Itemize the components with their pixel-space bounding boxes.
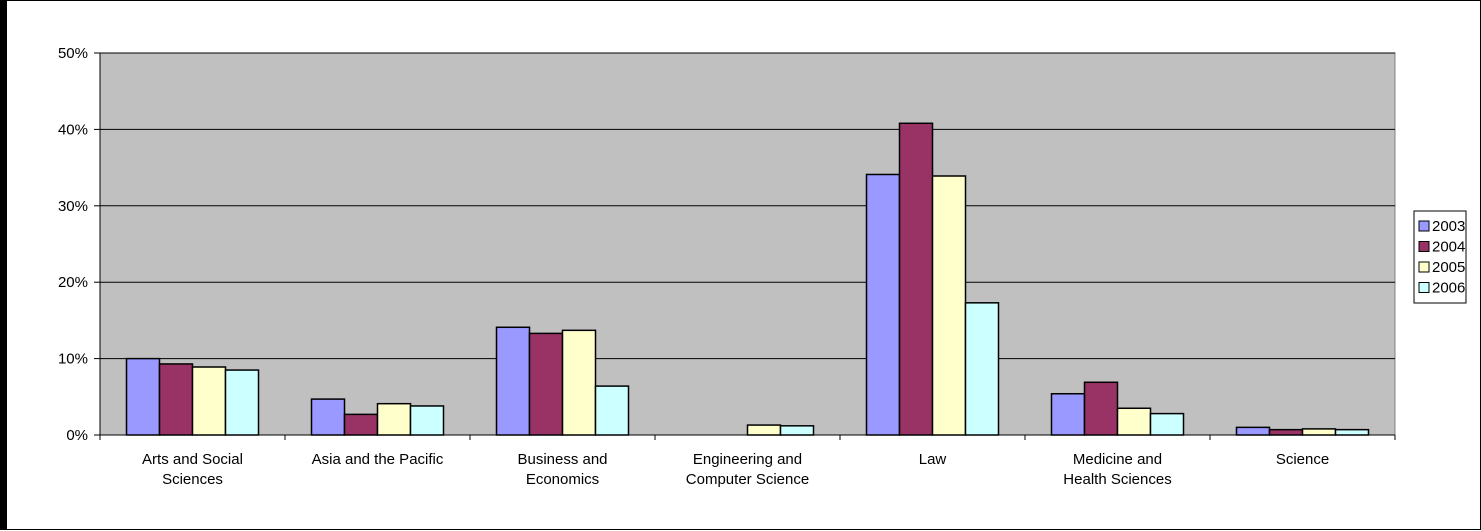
bar-2003 (125, 357, 161, 436)
bar-chart: 0% 10% 20% 30% 40% 50% Arts and Social Sciences… (58, 45, 1467, 488)
bar-2004 (1268, 428, 1304, 436)
y-tick-label: 20% (58, 274, 88, 291)
bar-2006 (964, 302, 1000, 436)
y-tick-label: 0% (66, 427, 88, 444)
bar-2006 (1149, 412, 1185, 436)
y-tick-label: 40% (58, 121, 88, 138)
bar-2004 (343, 413, 379, 436)
legend-swatch-2004 (1418, 241, 1430, 252)
bar-2005 (1116, 407, 1152, 436)
x-category-label: Science (1276, 451, 1329, 468)
bar-2006 (1334, 428, 1370, 436)
bar-2003 (1235, 426, 1271, 436)
legend-swatch-2003 (1418, 220, 1430, 232)
x-category-label: Law (919, 451, 947, 468)
legend-swatch-2005 (1418, 261, 1430, 273)
bar-2006 (594, 385, 630, 436)
bar-2005 (376, 402, 412, 436)
legend-swatch-2006 (1418, 282, 1430, 293)
legend-label-2006: 2006 (1432, 280, 1465, 297)
x-category-label: Business and Economics (517, 451, 607, 488)
bar-2003 (865, 173, 901, 436)
y-tick-label: 10% (58, 351, 88, 368)
y-tick-label: 50% (58, 45, 88, 62)
bar-2005 (931, 175, 967, 436)
legend-label-2005: 2005 (1432, 259, 1465, 276)
legend-label-2003: 2003 (1432, 218, 1465, 235)
bar-2003 (1050, 392, 1086, 436)
x-category-label: Asia and the Pacific (312, 451, 444, 468)
bar-2006 (779, 425, 815, 436)
x-category-label: Arts and Social Sciences (142, 451, 243, 488)
bar-2004 (528, 332, 564, 436)
bar-2004 (158, 363, 194, 436)
bar-2003 (310, 398, 346, 436)
bar-2004 (898, 122, 934, 436)
bar-2006 (224, 369, 260, 436)
plot-area (99, 52, 1396, 436)
bar-2003 (495, 326, 531, 436)
bar-2006 (409, 405, 445, 436)
bar-2005 (1301, 428, 1337, 436)
x-category-label: Engineering and Computer Science (686, 451, 809, 488)
y-tick-label: 30% (58, 198, 88, 215)
bar-2005 (746, 424, 782, 436)
bar-2005 (561, 329, 597, 436)
legend-label-2004: 2004 (1432, 239, 1465, 256)
x-category-label: Medicine and Health Sciences (1063, 451, 1171, 488)
bar-2005 (191, 366, 227, 436)
bar-2004 (1083, 381, 1119, 436)
